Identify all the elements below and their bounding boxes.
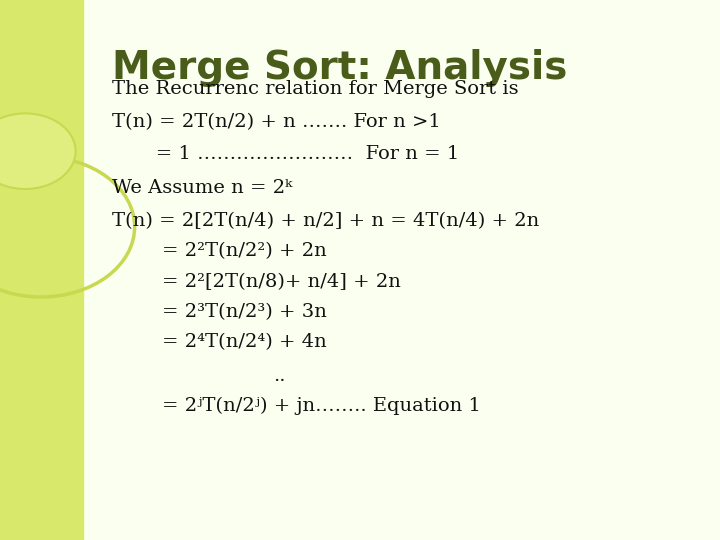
Text: = 1 ……………………  For n = 1: = 1 …………………… For n = 1 [112, 145, 459, 163]
Text: = 2⁴T(n/2⁴) + 4n: = 2⁴T(n/2⁴) + 4n [162, 333, 327, 351]
Bar [0, 0, 83, 540]
Text: T(n) = 2[2T(n/4) + n/2] + n = 4T(n/4) + 2n: T(n) = 2[2T(n/4) + n/2] + n = 4T(n/4) + … [112, 212, 539, 230]
Circle shape [0, 113, 76, 189]
Text: = 2²[2T(n/8)+ n/4] + 2n: = 2²[2T(n/8)+ n/4] + 2n [162, 273, 401, 291]
Text: T(n) = 2T(n/2) + n ……. For n >1: T(n) = 2T(n/2) + n ……. For n >1 [112, 113, 441, 131]
Text: = 2ʲT(n/2ʲ) + jn…….. Equation 1: = 2ʲT(n/2ʲ) + jn…….. Equation 1 [162, 397, 481, 415]
Text: Merge Sort: Analysis: Merge Sort: Analysis [112, 49, 567, 86]
Text: = 2²T(n/2²) + 2n: = 2²T(n/2²) + 2n [162, 242, 327, 260]
Text: = 2³T(n/2³) + 3n: = 2³T(n/2³) + 3n [162, 303, 327, 321]
Text: The Recurrenc relation for Merge Sort is: The Recurrenc relation for Merge Sort is [112, 80, 518, 98]
Text: We Assume n = 2ᵏ: We Assume n = 2ᵏ [112, 179, 292, 197]
Text: ..: .. [274, 367, 286, 384]
